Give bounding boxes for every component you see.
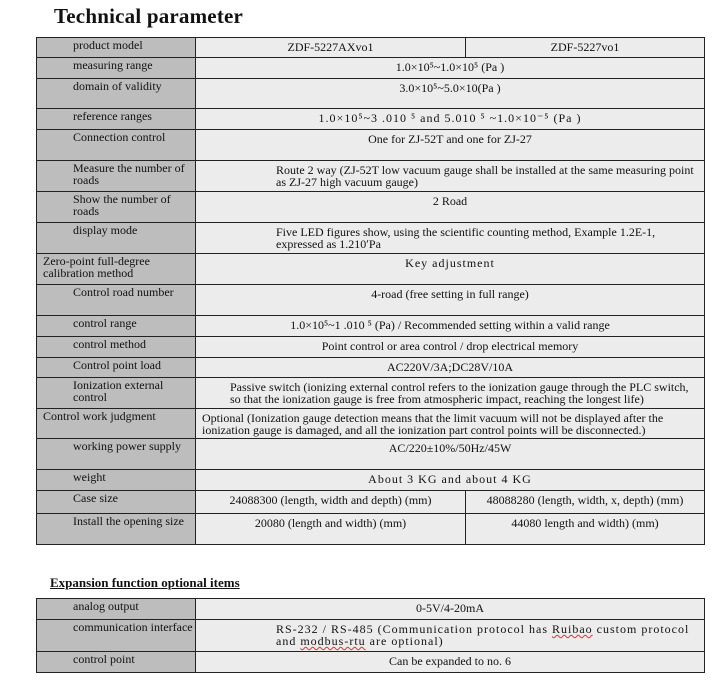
row-value: 44080 length and width) (mm) [465,513,705,545]
row-label: Control road number [36,284,196,316]
table-row: analog output 0-5V/4-20mA [36,598,705,620]
row-value: Can be expanded to no. 6 [195,651,705,673]
row-label: reference ranges [36,108,196,130]
row-value: Passive switch (ionizing external contro… [195,377,705,409]
value-text: modbus-rtu [300,634,366,648]
row-label: weight [36,469,196,491]
table-row: measuring range 1.0×10⁵~1.0×10⁵ (Pa ) [36,57,705,79]
row-label: display mode [36,222,196,254]
row-value: ZDF-5227vo1 [465,37,705,58]
table-row: Show the number of roads 2 Road [36,191,705,223]
row-label: product model [36,37,196,58]
row-label: working power supply [36,438,196,470]
row-label: Case size [36,490,196,514]
value-text: Can be expanded to no. 6 [389,654,511,668]
expansion-table: analog output 0-5V/4-20mA communication in… [36,598,705,673]
row-label: Install the opening size [36,513,196,545]
table-row: domain of validity 3.0×10⁵~5.0×10(Pa ) [36,78,705,109]
row-value: ZDF-5227AXvo1 [195,37,466,58]
row-value: 48088280 (length, width, x, depth) (mm) [465,490,705,514]
row-label: Show the number of roads [36,191,196,223]
row-label: Ionization external control [36,377,196,409]
row-value: Optional (Ionization gauge detection mea… [195,408,705,439]
table-row: Connection control One for ZJ-52T and one… [36,129,705,161]
row-value: AC220V/3A;DC28V/10A [195,357,705,378]
row-label: communication interface [36,619,196,652]
row-value: 1.0×10⁵~1.0×10⁵ (Pa ) [195,57,705,79]
row-label: Control work judgment [36,408,196,439]
row-value: Key adjustment [195,253,705,285]
row-value: 1.0×10⁵~1 .010 ⁵ (Pa) / Recommended sett… [195,315,705,337]
table-row: reference ranges 1.0×10⁵~3 .010 ⁵ and 5.0… [36,108,705,130]
row-label: measuring range [36,57,196,79]
row-label: control range [36,315,196,337]
table-row: Measure the number of roads Route 2 way (… [36,160,705,192]
row-value: 4-road (free setting in full range) [195,284,705,316]
row-value: RS-232 / RS-485 (Communication protocol … [195,619,705,652]
row-label: control method [36,336,196,358]
table-row: control range 1.0×10⁵~1 .010 ⁵ (Pa) / Rec… [36,315,705,337]
row-value: 24088300 (length, width and depth) (mm) [195,490,466,514]
row-value: 0-5V/4-20mA [195,598,705,620]
value-text: are optional) [365,634,444,648]
table-row: product model ZDF-5227AXvo1 ZDF-5227vo1 [36,37,705,58]
table-row: Case size 24088300 (length, width and dep… [36,490,705,514]
row-value: 1.0×10⁵~3 .010 ⁵ and 5.010 ⁵ ~1.0×10⁻⁵ (… [195,108,705,130]
table-row: working power supply AC/220±10%/50Hz/45W [36,438,705,470]
table-row: Control point load AC220V/3A;DC28V/10A [36,357,705,378]
table-row: weight About 3 KG and about 4 KG [36,469,705,491]
row-label: analog output [36,598,196,620]
table-row: control point Can be expanded to no. 6 [36,651,705,673]
table-row: Control road number 4-road (free setting … [36,284,705,316]
row-label: Measure the number of roads [36,160,196,192]
table-row: Install the opening size 20080 (length an… [36,513,705,545]
row-value: 20080 (length and width) (mm) [195,513,466,545]
row-label: Control point load [36,357,196,378]
value-text: 0-5V/4-20mA [416,601,484,615]
table-row: communication interface RS-232 / RS-485 (… [36,619,705,652]
row-label: Connection control [36,129,196,161]
row-value: 3.0×10⁵~5.0×10(Pa ) [195,78,705,109]
table-row: display mode Five LED figures show, using… [36,222,705,254]
table-row: Ionization external control Passive switc… [36,377,705,409]
expansion-title: Expansion function optional items [50,575,240,590]
row-label: control point [36,651,196,673]
row-value: 2 Road [195,191,705,223]
value-text: RS-232 / RS-485 (Communication protocol … [276,622,552,636]
value-text: Ruibao [552,622,593,636]
row-label: Zero-point full-degree calibration metho… [36,253,196,285]
row-value: About 3 KG and about 4 KG [195,469,705,491]
table-row: control method Point control or area cont… [36,336,705,358]
row-value: Point control or area control / drop ele… [195,336,705,358]
row-value: Five LED figures show, using the scienti… [195,222,705,254]
table-row: Zero-point full-degree calibration metho… [36,253,705,285]
row-value: Route 2 way (ZJ-52T low vacuum gauge sha… [195,160,705,192]
technical-parameter-table: product model ZDF-5227AXvo1 ZDF-5227vo1 mea… [36,37,705,545]
row-label: domain of validity [36,78,196,109]
row-value: AC/220±10%/50Hz/45W [195,438,705,470]
table-row: Control work judgment Optional (Ionizatio… [36,408,705,439]
value-text: custom protocol and [276,622,690,648]
page-title: Technical parameter [54,4,244,28]
row-value: One for ZJ-52T and one for ZJ-27 [195,129,705,161]
